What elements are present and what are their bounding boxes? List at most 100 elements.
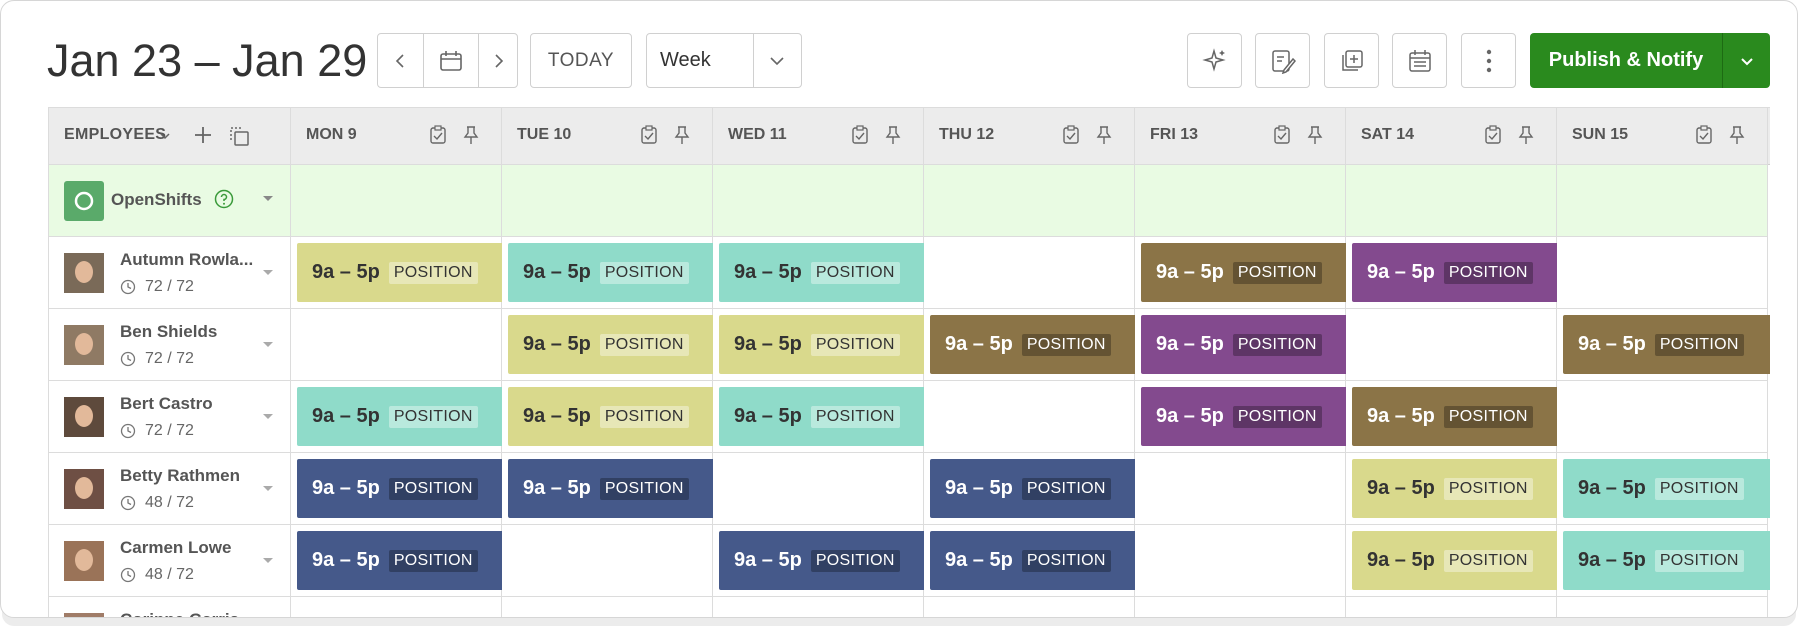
day-cell[interactable]: [1346, 309, 1557, 381]
schedule-button[interactable]: [1392, 33, 1447, 88]
day-cell[interactable]: 9a – 5p POSITION: [1346, 525, 1565, 597]
shift-block[interactable]: 9a – 5p POSITION: [1141, 243, 1354, 302]
day-cell[interactable]: 9a – 5p POSITION: [924, 309, 1143, 381]
day-cell[interactable]: 9a – 5p POSITION: [1135, 237, 1354, 309]
day-cell[interactable]: 9a – 5p POSITION: [924, 453, 1143, 525]
pin-icon[interactable]: [673, 125, 691, 145]
day-cell[interactable]: [924, 237, 1135, 309]
pin-icon[interactable]: [1728, 125, 1746, 145]
shift-block[interactable]: 9a – 5p POSITION: [297, 459, 510, 518]
day-cell[interactable]: 9a – 5p POSITION: [713, 309, 932, 381]
day-cell[interactable]: 9a – 5p POSITION: [1557, 453, 1770, 525]
add-icon[interactable]: [194, 126, 212, 144]
shift-block[interactable]: 9a – 5p POSITION: [297, 531, 510, 590]
caret[interactable]: [263, 558, 273, 564]
employee-cell[interactable]: Betty Rathmen 48 / 72: [49, 453, 291, 525]
more-button[interactable]: [1461, 33, 1516, 88]
day-cell[interactable]: 9a – 5p POSITION: [1135, 309, 1354, 381]
day-cell[interactable]: 9a – 5p POSITION: [291, 381, 510, 453]
shift-block[interactable]: 9a – 5p POSITION: [930, 459, 1143, 518]
employee-cell[interactable]: Autumn Rowla... 72 / 72: [49, 237, 291, 309]
next-button[interactable]: [478, 33, 518, 88]
shift-block[interactable]: 9a – 5p POSITION: [719, 243, 932, 302]
shift-block[interactable]: 9a – 5p POSITION: [1352, 531, 1565, 590]
shift-block[interactable]: 9a – 5p POSITION: [508, 243, 721, 302]
shift-block[interactable]: 9a – 5p POSITION: [719, 531, 932, 590]
open-shift-slot[interactable]: [291, 165, 502, 237]
sort-icon[interactable]: [159, 130, 171, 142]
day-cell[interactable]: 9a – 5p POSITION: [291, 453, 510, 525]
shift-block[interactable]: 9a – 5p POSITION: [1563, 315, 1770, 374]
day-cell[interactable]: 9a – 5p POSITION: [1346, 453, 1565, 525]
day-cell[interactable]: [924, 597, 1135, 617]
shift-block[interactable]: 9a – 5p POSITION: [719, 387, 932, 446]
day-cell[interactable]: [502, 597, 713, 617]
view-select[interactable]: Week: [646, 33, 802, 88]
clipboard-icon[interactable]: [1062, 125, 1080, 145]
day-cell[interactable]: [502, 525, 713, 597]
day-cell[interactable]: [713, 597, 924, 617]
pin-icon[interactable]: [462, 125, 480, 145]
employee-cell[interactable]: Ben Shields 72 / 72: [49, 309, 291, 381]
shift-block[interactable]: 9a – 5p POSITION: [508, 387, 721, 446]
pin-icon[interactable]: [1095, 125, 1113, 145]
day-cell[interactable]: 9a – 5p POSITION: [924, 525, 1143, 597]
caret[interactable]: [263, 196, 273, 202]
day-cell[interactable]: 9a – 5p POSITION: [713, 381, 932, 453]
day-cell[interactable]: [1135, 525, 1346, 597]
day-cell[interactable]: 9a – 5p POSITION: [1346, 381, 1565, 453]
clipboard-icon[interactable]: [1484, 125, 1502, 145]
shift-block[interactable]: 9a – 5p POSITION: [1352, 243, 1565, 302]
clipboard-icon[interactable]: [1273, 125, 1291, 145]
open-shift-slot[interactable]: [1557, 165, 1768, 237]
day-cell[interactable]: [1135, 597, 1346, 617]
caret[interactable]: [263, 270, 273, 276]
shift-block[interactable]: 9a – 5p POSITION: [297, 387, 510, 446]
edit-button[interactable]: [1255, 33, 1310, 88]
day-cell[interactable]: [1346, 597, 1557, 617]
publish-menu[interactable]: [1739, 53, 1755, 69]
day-cell[interactable]: 9a – 5p POSITION: [502, 453, 721, 525]
pin-icon[interactable]: [1306, 125, 1324, 145]
shift-block[interactable]: 9a – 5p POSITION: [297, 243, 510, 302]
day-cell[interactable]: [924, 381, 1135, 453]
shift-block[interactable]: 9a – 5p POSITION: [1563, 459, 1770, 518]
day-cell[interactable]: 9a – 5p POSITION: [502, 237, 721, 309]
shift-block[interactable]: 9a – 5p POSITION: [1141, 315, 1354, 374]
open-shift-slot[interactable]: [924, 165, 1135, 237]
calendar-button[interactable]: [423, 33, 479, 88]
pin-icon[interactable]: [1517, 125, 1535, 145]
shift-block[interactable]: 9a – 5p POSITION: [1141, 387, 1354, 446]
clipboard-icon[interactable]: [640, 125, 658, 145]
day-cell[interactable]: [291, 309, 502, 381]
day-cell[interactable]: [1557, 237, 1768, 309]
publish-button[interactable]: Publish & Notify: [1548, 49, 1704, 71]
open-shift-slot[interactable]: [713, 165, 924, 237]
shift-block[interactable]: 9a – 5p POSITION: [930, 315, 1143, 374]
clipboard-icon[interactable]: [851, 125, 869, 145]
open-shift-slot[interactable]: [1346, 165, 1557, 237]
day-cell[interactable]: 9a – 5p POSITION: [1135, 381, 1354, 453]
help-icon[interactable]: [214, 189, 234, 209]
day-cell[interactable]: 9a – 5p POSITION: [502, 381, 721, 453]
day-cell[interactable]: [1557, 597, 1768, 617]
day-cell[interactable]: [1557, 381, 1768, 453]
day-cell[interactable]: 9a – 5p POSITION: [502, 309, 721, 381]
employee-cell[interactable]: Bert Castro 72 / 72: [49, 381, 291, 453]
shift-block[interactable]: 9a – 5p POSITION: [1352, 387, 1565, 446]
day-cell[interactable]: 9a – 5p POSITION: [1557, 309, 1770, 381]
day-cell[interactable]: 9a – 5p POSITION: [713, 237, 932, 309]
copy-button[interactable]: [1324, 33, 1379, 88]
today-button[interactable]: TODAY: [530, 33, 632, 88]
day-cell[interactable]: 9a – 5p POSITION: [291, 237, 510, 309]
employee-cell[interactable]: Carmen Lowe 48 / 72: [49, 525, 291, 597]
clipboard-icon[interactable]: [1695, 125, 1713, 145]
shift-block[interactable]: 9a – 5p POSITION: [719, 315, 932, 374]
open-shift-slot[interactable]: [502, 165, 713, 237]
day-cell[interactable]: [713, 453, 924, 525]
employee-cell[interactable]: Corinne Garris: [49, 597, 291, 617]
shift-block[interactable]: 9a – 5p POSITION: [508, 315, 721, 374]
shift-block[interactable]: 9a – 5p POSITION: [508, 459, 721, 518]
day-cell[interactable]: 9a – 5p POSITION: [713, 525, 932, 597]
copy-icon[interactable]: [229, 126, 249, 146]
